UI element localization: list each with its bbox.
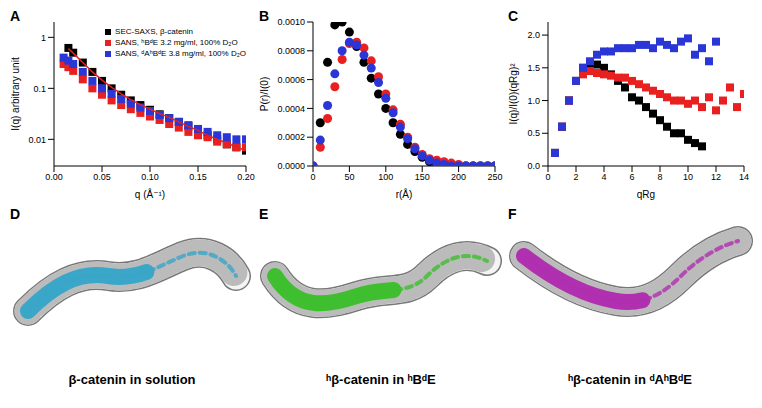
svg-text:0.01: 0.01 [28, 135, 46, 145]
svg-text:200: 200 [451, 172, 466, 182]
html-text:β-catenin in solution: β-catenin in solution [68, 372, 196, 387]
svg-text:I(q)/I(0)(qRg)²: I(q)/I(0)(qRg)² [508, 63, 519, 125]
svg-text:q (Å⁻¹): q (Å⁻¹) [135, 188, 165, 200]
svg-text:0.0004: 0.0004 [277, 104, 305, 114]
svg-text:r(Å): r(Å) [396, 188, 413, 200]
svg-text:1: 1 [41, 33, 46, 43]
svg-text:0.0: 0.0 [527, 161, 540, 171]
svg-text:150: 150 [415, 172, 430, 182]
svg-text:12: 12 [711, 172, 721, 182]
html-text:ʰβ-catenin in ʰBᵈE: ʰβ-catenin in ʰBᵈE [326, 372, 436, 387]
svg-text:100: 100 [378, 172, 393, 182]
html-text:B: B [259, 8, 270, 24]
html-text:SANS, ᵈAʰBᵈE 3.8 mg/ml, 100% D: SANS, ᵈAʰBᵈE 3.8 mg/ml, 100% D₂O [115, 49, 246, 58]
svg-text:qRg: qRg [637, 189, 655, 200]
html-text:SANS, ʰBᵈE 3.2 mg/ml, 100% D₂O: SANS, ʰBᵈE 3.2 mg/ml, 100% D₂O [115, 38, 238, 47]
svg-text:0.15: 0.15 [189, 172, 207, 182]
svg-text:50: 50 [344, 172, 354, 182]
svg-text:0.0006: 0.0006 [277, 75, 305, 85]
svg-text:0.1: 0.1 [33, 84, 46, 94]
svg-text:2.0: 2.0 [527, 30, 540, 40]
svg-text:10: 10 [683, 172, 693, 182]
html-text:D: D [10, 206, 21, 222]
svg-text:0: 0 [545, 172, 550, 182]
svg-text:2: 2 [573, 172, 578, 182]
html-text:ʰβ-catenin in ᵈAʰBᵈE: ʰβ-catenin in ᵈAʰBᵈE [568, 372, 692, 387]
html-text:C: C [508, 8, 519, 24]
html-text:E: E [259, 206, 269, 222]
svg-text:P(r)/I(0): P(r)/I(0) [259, 77, 270, 111]
svg-text:4: 4 [601, 172, 606, 182]
svg-text:0.00: 0.00 [45, 172, 63, 182]
svg-text:250: 250 [487, 172, 502, 182]
svg-text:0.10: 0.10 [141, 172, 159, 182]
html-text:A: A [10, 8, 21, 24]
svg-text:6: 6 [629, 172, 634, 182]
svg-text:0.5: 0.5 [527, 128, 540, 138]
svg-text:0: 0 [310, 172, 315, 182]
svg-text:0.05: 0.05 [93, 172, 111, 182]
svg-text:1.0: 1.0 [527, 96, 540, 106]
svg-text:0.0002: 0.0002 [277, 132, 305, 142]
html-text:SEC-SAXS, β-catenin: SEC-SAXS, β-catenin [115, 27, 193, 36]
svg-text:I(q) arbitrary unit: I(q) arbitrary unit [10, 57, 21, 131]
svg-text:0.20: 0.20 [237, 172, 255, 182]
svg-text:8: 8 [657, 172, 662, 182]
svg-text:1.5: 1.5 [527, 63, 540, 73]
svg-text:14: 14 [739, 172, 749, 182]
svg-text:0.0010: 0.0010 [277, 17, 305, 27]
html-text:F: F [508, 206, 517, 222]
svg-text:0.0008: 0.0008 [277, 46, 305, 56]
svg-text:0.0000: 0.0000 [277, 161, 305, 171]
